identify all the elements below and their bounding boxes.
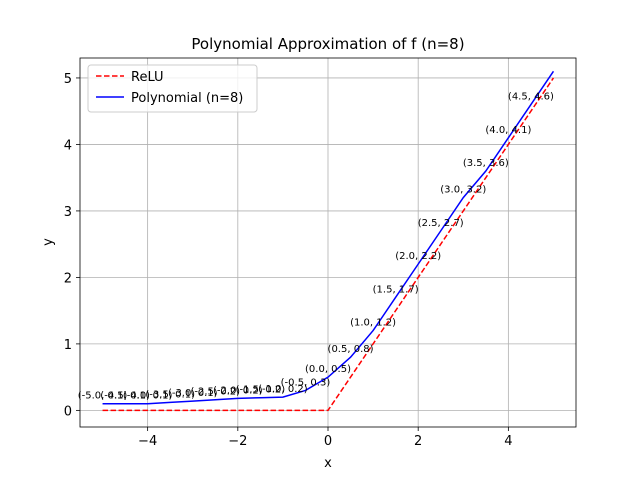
- y-tick-label: 5: [64, 72, 72, 87]
- point-annotation: (3.5, 3.6): [463, 158, 509, 169]
- x-axis-label: x: [324, 456, 332, 471]
- y-tick-label: 3: [64, 205, 72, 220]
- point-annotation: (-5.0, 0.1): [78, 391, 128, 402]
- point-annotation: (4.0, 4.1): [485, 125, 531, 136]
- legend: ReLU Polynomial (n=8): [87, 64, 258, 113]
- point-annotations: (-5.0, 0.1)(-4.5, 0.1)(-4.0, 0.1)(-3.5, …: [78, 92, 554, 402]
- y-tick-label: 4: [64, 138, 72, 153]
- point-annotation: (3.0, 3.2): [440, 185, 486, 196]
- point-annotation: (-3.0, 0.1): [168, 388, 218, 399]
- legend-label-polynomial: Polynomial (n=8): [131, 91, 243, 106]
- chart-title: Polynomial Approximation of f (n=8): [191, 35, 464, 53]
- legend-box: [87, 64, 258, 113]
- point-annotation: (2.0, 2.2): [395, 251, 441, 262]
- y-tick-label: 1: [64, 338, 72, 353]
- point-annotation: (2.5, 2.7): [418, 218, 464, 229]
- point-annotation: (-1.0, 0.2): [258, 384, 308, 395]
- point-annotation: (0.0, 0.5): [305, 364, 351, 375]
- point-annotation: (1.5, 1.7): [373, 284, 419, 295]
- x-tick-label: 0: [324, 434, 332, 449]
- legend-label-relu: ReLU: [131, 70, 164, 85]
- point-annotation: (-4.5, 0.1): [100, 391, 150, 402]
- series-line-polynomial-n-8: [102, 70, 555, 405]
- point-annotation: (-2.0, 0.2): [213, 385, 263, 396]
- x-tick-label: −2: [228, 434, 247, 449]
- x-tick-label: −4: [138, 434, 157, 449]
- point-annotation: (-3.5, 0.1): [145, 389, 195, 400]
- point-annotation: (-1.5, 0.2): [236, 385, 286, 396]
- point-annotation: (1.0, 1.2): [350, 318, 396, 329]
- point-annotation: (-0.5, 0.3): [281, 377, 331, 388]
- axis-ticks: −4 −2 0 2 4 0 1 2 3 4 5: [64, 72, 513, 449]
- y-tick-label: 0: [64, 404, 72, 419]
- series-lines: [102, 70, 555, 412]
- x-tick-label: 2: [414, 434, 422, 449]
- point-annotation: (4.5, 4.6): [508, 92, 554, 103]
- point-annotation: (-4.0, 0.1): [123, 391, 173, 402]
- point-annotation: (0.5, 0.8): [328, 344, 374, 355]
- series-line-relu: [102, 77, 555, 412]
- x-tick-label: 4: [504, 434, 512, 449]
- y-axis-label: y: [41, 238, 56, 246]
- point-annotation: (-2.5, 0.2): [190, 387, 240, 398]
- y-tick-label: 2: [64, 271, 72, 286]
- grid-lines: [80, 58, 576, 427]
